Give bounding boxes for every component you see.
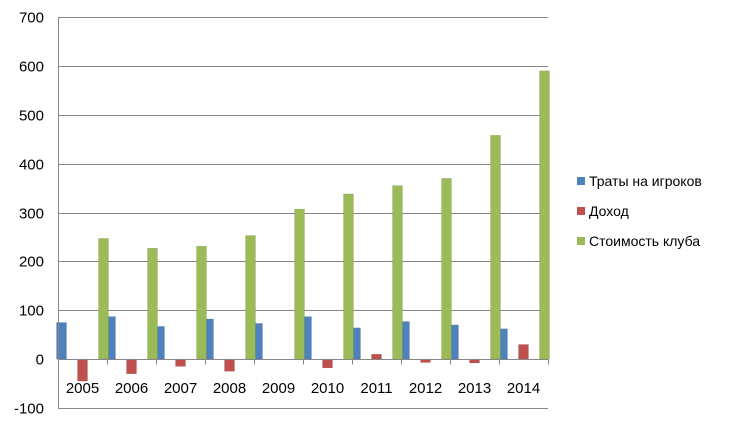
x-tick-label: 2005 (66, 380, 99, 397)
bar-стоимость-клуба-2006 (147, 247, 158, 360)
x-tick-label: 2014 (507, 380, 540, 397)
legend-swatch (577, 237, 585, 245)
bar-доход-2010 (322, 358, 333, 369)
y-tick-label: 500 (19, 108, 44, 125)
bars (56, 70, 550, 382)
bar-доход-2008 (224, 358, 235, 372)
bar-доход-2006 (126, 358, 137, 375)
x-tick-label: 2010 (311, 380, 344, 397)
x-tick-label: 2006 (115, 380, 148, 397)
y-tick-label: 400 (19, 157, 44, 174)
y-tick-label: -100 (14, 401, 44, 418)
bar-доход-2007 (175, 358, 186, 367)
bar-доход-2005 (77, 358, 88, 382)
x-tick-label: 2013 (458, 380, 491, 397)
y-tick-label: 200 (19, 254, 44, 271)
x-tick-label: 2012 (409, 380, 442, 397)
bar-стоимость-клуба-2005 (98, 238, 109, 360)
legend: Траты на игроков Доход Стоимость клуба (577, 173, 702, 249)
bar-стоимость-клуба-2007 (196, 245, 207, 360)
legend-swatch (577, 177, 585, 185)
y-tick-label: 300 (19, 206, 44, 223)
legend-swatch (577, 207, 585, 215)
legend-label: Стоимость клуба (589, 233, 700, 249)
bar-стоимость-клуба-2008 (245, 235, 256, 360)
x-axis-tick-labels: 2005 2006 2007 2008 2009 2010 2011 2012 2013 2014 (66, 380, 540, 397)
y-tick-label: 0 (36, 352, 44, 369)
y-axis-tick-labels: -100 0 100 200 300 400 500 600 700 (14, 10, 44, 418)
bar-доход-2014 (518, 344, 529, 360)
x-tick-label: 2008 (213, 380, 246, 397)
x-tick-label: 2011 (360, 380, 392, 397)
bar-стоимость-клуба-2011 (392, 185, 403, 360)
y-tick-label: 600 (19, 59, 44, 76)
legend-label: Траты на игроков (589, 173, 702, 189)
bar-стоимость-клуба-2013 (490, 135, 501, 360)
x-tick-label: 2007 (164, 380, 197, 397)
bar-стоимость-клуба-2014 (539, 70, 550, 360)
x-tick-label: 2009 (262, 380, 295, 397)
bar-стоимость-клуба-2012 (441, 178, 452, 360)
bar-стоимость-клуба-2009 (294, 208, 305, 360)
axes (58, 17, 549, 408)
y-tick-label: 700 (19, 10, 44, 27)
bar-доход-2011 (371, 353, 382, 360)
bar-стоимость-клуба-2010 (343, 193, 354, 360)
y-tick-label: 100 (19, 303, 44, 320)
legend-label: Доход (589, 203, 629, 219)
